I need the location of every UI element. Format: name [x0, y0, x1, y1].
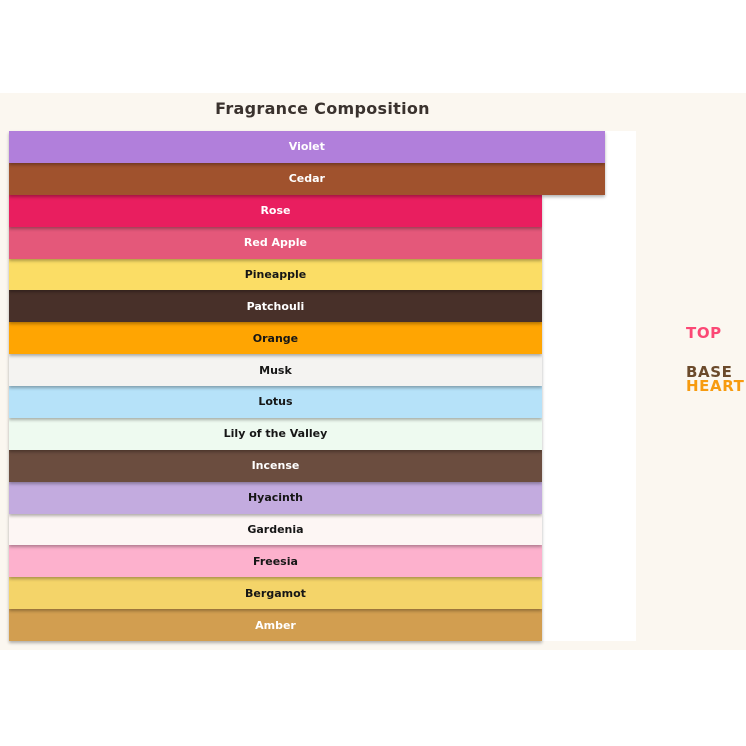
bar-label: Lily of the Valley: [223, 427, 328, 441]
bar-musk: Musk: [9, 354, 542, 386]
chart-title: Fragrance Composition: [215, 99, 430, 118]
bar-label: Musk: [259, 363, 292, 377]
bar-lily-of-the-valley: Lily of the Valley: [9, 417, 542, 450]
bar-freesia: Freesia: [9, 545, 542, 578]
heart-notes-label: HEART: [686, 377, 745, 395]
bar-label: Gardenia: [247, 522, 304, 536]
bar-label: Bergamot: [245, 586, 306, 600]
bar-gardenia: Gardenia: [9, 513, 542, 546]
bar-label: Violet: [288, 140, 325, 154]
bar-bergamot: Bergamot: [9, 577, 542, 610]
bar-label: Rose: [260, 204, 291, 218]
bar-label: Incense: [251, 459, 300, 473]
bar-label: Patchouli: [246, 299, 305, 313]
bar-incense: Incense: [9, 449, 542, 482]
bar-hyacinth: Hyacinth: [9, 481, 542, 514]
bar-violet: Violet: [9, 131, 605, 163]
plot-area: Violet Cedar Rose Red Apple Pineapple Patchou…: [9, 131, 636, 641]
bar-cedar: Cedar: [9, 162, 605, 195]
bar-label: Hyacinth: [247, 491, 303, 505]
bar-label: Pineapple: [244, 267, 307, 281]
bar-label: Orange: [252, 331, 299, 345]
bar-amber: Amber: [9, 609, 542, 641]
bar-red-apple: Red Apple: [9, 226, 542, 259]
bar-label: Red Apple: [243, 236, 308, 250]
bar-label: Cedar: [288, 172, 325, 186]
bar-lotus: Lotus: [9, 386, 542, 418]
bar-label: Freesia: [253, 554, 298, 568]
bar-rose: Rose: [9, 194, 542, 227]
bar-pineapple: Pineapple: [9, 258, 542, 291]
base-notes-label: BASE: [686, 363, 733, 381]
bar-patchouli: Patchouli: [9, 290, 542, 323]
chart-canvas: Fragrance Composition Violet Cedar Rose Red…: [0, 93, 746, 650]
bar-label: Lotus: [258, 395, 293, 409]
bar-label: Amber: [255, 618, 296, 632]
bar-orange: Orange: [9, 322, 542, 355]
top-notes-label: TOP: [686, 324, 722, 342]
